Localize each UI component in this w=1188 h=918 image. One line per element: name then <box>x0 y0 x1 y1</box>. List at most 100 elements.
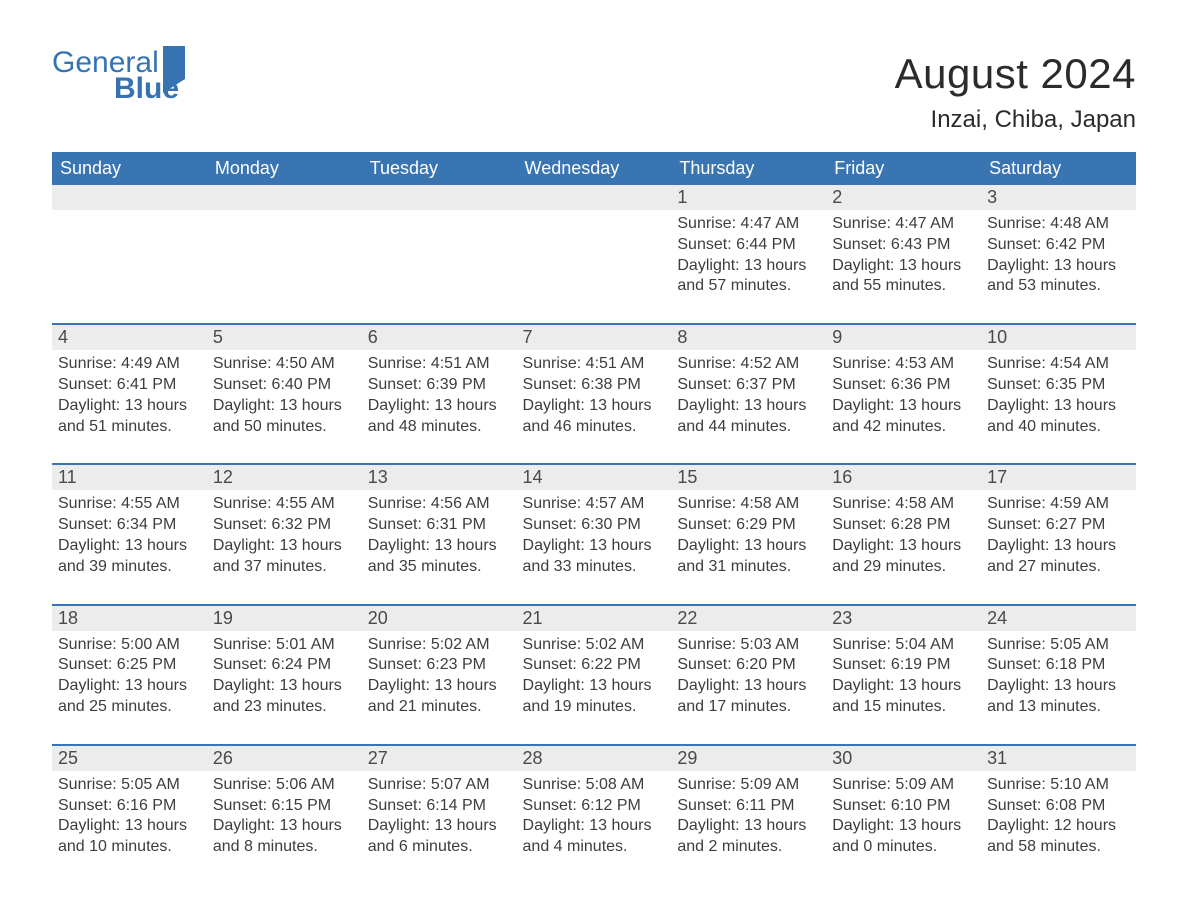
sunset-text: Sunset: 6:29 PM <box>677 515 820 536</box>
sunrise-text: Sunrise: 5:00 AM <box>58 635 201 656</box>
day-content-cell: Sunrise: 4:48 AMSunset: 6:42 PMDaylight:… <box>981 210 1136 324</box>
day-content-cell: Sunrise: 4:47 AMSunset: 6:44 PMDaylight:… <box>671 210 826 324</box>
daylight-text-2: and 4 minutes. <box>523 837 666 858</box>
day-number-row: 18192021222324 <box>52 605 1136 631</box>
sunrise-text: Sunrise: 5:05 AM <box>58 775 201 796</box>
sunset-text: Sunset: 6:39 PM <box>368 375 511 396</box>
daylight-text-1: Daylight: 13 hours <box>368 536 511 557</box>
day-content-cell: Sunrise: 4:50 AMSunset: 6:40 PMDaylight:… <box>207 350 362 464</box>
sunset-text: Sunset: 6:23 PM <box>368 655 511 676</box>
day-number-cell: 26 <box>207 745 362 771</box>
day-number-cell: 12 <box>207 464 362 490</box>
daylight-text-1: Daylight: 13 hours <box>58 536 201 557</box>
daylight-text-1: Daylight: 13 hours <box>987 676 1130 697</box>
daylight-text-1: Daylight: 13 hours <box>368 676 511 697</box>
day-content-row: Sunrise: 4:47 AMSunset: 6:44 PMDaylight:… <box>52 210 1136 324</box>
daylight-text-2: and 10 minutes. <box>58 837 201 858</box>
sunset-text: Sunset: 6:12 PM <box>523 796 666 817</box>
day-number-cell: 17 <box>981 464 1136 490</box>
sunset-text: Sunset: 6:08 PM <box>987 796 1130 817</box>
day-number-cell: 5 <box>207 324 362 350</box>
day-number-cell: 15 <box>671 464 826 490</box>
day-number-cell: 10 <box>981 324 1136 350</box>
daylight-text-1: Daylight: 13 hours <box>987 396 1130 417</box>
day-number-cell: 3 <box>981 185 1136 210</box>
day-number-cell: 7 <box>517 324 672 350</box>
sunrise-text: Sunrise: 5:02 AM <box>523 635 666 656</box>
sunset-text: Sunset: 6:19 PM <box>832 655 975 676</box>
day-content-cell: Sunrise: 5:09 AMSunset: 6:10 PMDaylight:… <box>826 771 981 884</box>
daylight-text-2: and 40 minutes. <box>987 417 1130 438</box>
daylight-text-2: and 55 minutes. <box>832 276 975 297</box>
location-label: Inzai, Chiba, Japan <box>895 106 1136 134</box>
sunrise-text: Sunrise: 5:04 AM <box>832 635 975 656</box>
daylight-text-1: Daylight: 13 hours <box>677 256 820 277</box>
day-number-row: 123 <box>52 185 1136 210</box>
sunset-text: Sunset: 6:10 PM <box>832 796 975 817</box>
day-number-cell: 9 <box>826 324 981 350</box>
daylight-text-1: Daylight: 12 hours <box>987 816 1130 837</box>
daylight-text-1: Daylight: 13 hours <box>832 256 975 277</box>
daylight-text-1: Daylight: 13 hours <box>677 676 820 697</box>
sunrise-text: Sunrise: 4:47 AM <box>832 214 975 235</box>
logo: General Blue <box>52 50 185 101</box>
day-content-cell: Sunrise: 4:47 AMSunset: 6:43 PMDaylight:… <box>826 210 981 324</box>
day-content-cell: Sunrise: 4:58 AMSunset: 6:28 PMDaylight:… <box>826 490 981 604</box>
day-number-cell: 24 <box>981 605 1136 631</box>
day-number-cell <box>207 185 362 210</box>
daylight-text-2: and 6 minutes. <box>368 837 511 858</box>
daylight-text-1: Daylight: 13 hours <box>213 676 356 697</box>
daylight-text-1: Daylight: 13 hours <box>213 396 356 417</box>
sunset-text: Sunset: 6:41 PM <box>58 375 201 396</box>
sunrise-text: Sunrise: 5:10 AM <box>987 775 1130 796</box>
day-number-cell: 31 <box>981 745 1136 771</box>
day-number-cell: 28 <box>517 745 672 771</box>
day-number-cell: 20 <box>362 605 517 631</box>
weekday-header: Saturday <box>981 152 1136 185</box>
sunset-text: Sunset: 6:40 PM <box>213 375 356 396</box>
daylight-text-1: Daylight: 13 hours <box>523 676 666 697</box>
day-number-cell: 1 <box>671 185 826 210</box>
sunrise-text: Sunrise: 5:01 AM <box>213 635 356 656</box>
day-number-row: 25262728293031 <box>52 745 1136 771</box>
day-number-cell <box>52 185 207 210</box>
sunset-text: Sunset: 6:24 PM <box>213 655 356 676</box>
day-content-cell <box>362 210 517 324</box>
sunset-text: Sunset: 6:18 PM <box>987 655 1130 676</box>
sunrise-text: Sunrise: 4:57 AM <box>523 494 666 515</box>
daylight-text-2: and 39 minutes. <box>58 557 201 578</box>
daylight-text-1: Daylight: 13 hours <box>58 396 201 417</box>
sunset-text: Sunset: 6:20 PM <box>677 655 820 676</box>
sunset-text: Sunset: 6:36 PM <box>832 375 975 396</box>
day-content-cell: Sunrise: 4:54 AMSunset: 6:35 PMDaylight:… <box>981 350 1136 464</box>
daylight-text-2: and 29 minutes. <box>832 557 975 578</box>
daylight-text-2: and 8 minutes. <box>213 837 356 858</box>
sunrise-text: Sunrise: 4:47 AM <box>677 214 820 235</box>
day-content-cell: Sunrise: 4:51 AMSunset: 6:39 PMDaylight:… <box>362 350 517 464</box>
sunset-text: Sunset: 6:31 PM <box>368 515 511 536</box>
day-number-cell: 14 <box>517 464 672 490</box>
day-number-cell: 4 <box>52 324 207 350</box>
day-content-row: Sunrise: 4:55 AMSunset: 6:34 PMDaylight:… <box>52 490 1136 604</box>
sunrise-text: Sunrise: 4:49 AM <box>58 354 201 375</box>
day-content-row: Sunrise: 5:05 AMSunset: 6:16 PMDaylight:… <box>52 771 1136 884</box>
daylight-text-1: Daylight: 13 hours <box>677 396 820 417</box>
sunset-text: Sunset: 6:32 PM <box>213 515 356 536</box>
day-content-cell <box>52 210 207 324</box>
daylight-text-2: and 13 minutes. <box>987 697 1130 718</box>
daylight-text-1: Daylight: 13 hours <box>368 816 511 837</box>
day-number-cell: 2 <box>826 185 981 210</box>
sunrise-text: Sunrise: 4:48 AM <box>987 214 1130 235</box>
daylight-text-2: and 50 minutes. <box>213 417 356 438</box>
daylight-text-2: and 2 minutes. <box>677 837 820 858</box>
day-content-cell: Sunrise: 4:53 AMSunset: 6:36 PMDaylight:… <box>826 350 981 464</box>
daylight-text-1: Daylight: 13 hours <box>832 816 975 837</box>
daylight-text-2: and 15 minutes. <box>832 697 975 718</box>
sunrise-text: Sunrise: 4:59 AM <box>987 494 1130 515</box>
day-number-cell: 29 <box>671 745 826 771</box>
daylight-text-2: and 57 minutes. <box>677 276 820 297</box>
daylight-text-2: and 51 minutes. <box>58 417 201 438</box>
sunrise-text: Sunrise: 4:52 AM <box>677 354 820 375</box>
day-number-cell: 22 <box>671 605 826 631</box>
day-number-row: 45678910 <box>52 324 1136 350</box>
